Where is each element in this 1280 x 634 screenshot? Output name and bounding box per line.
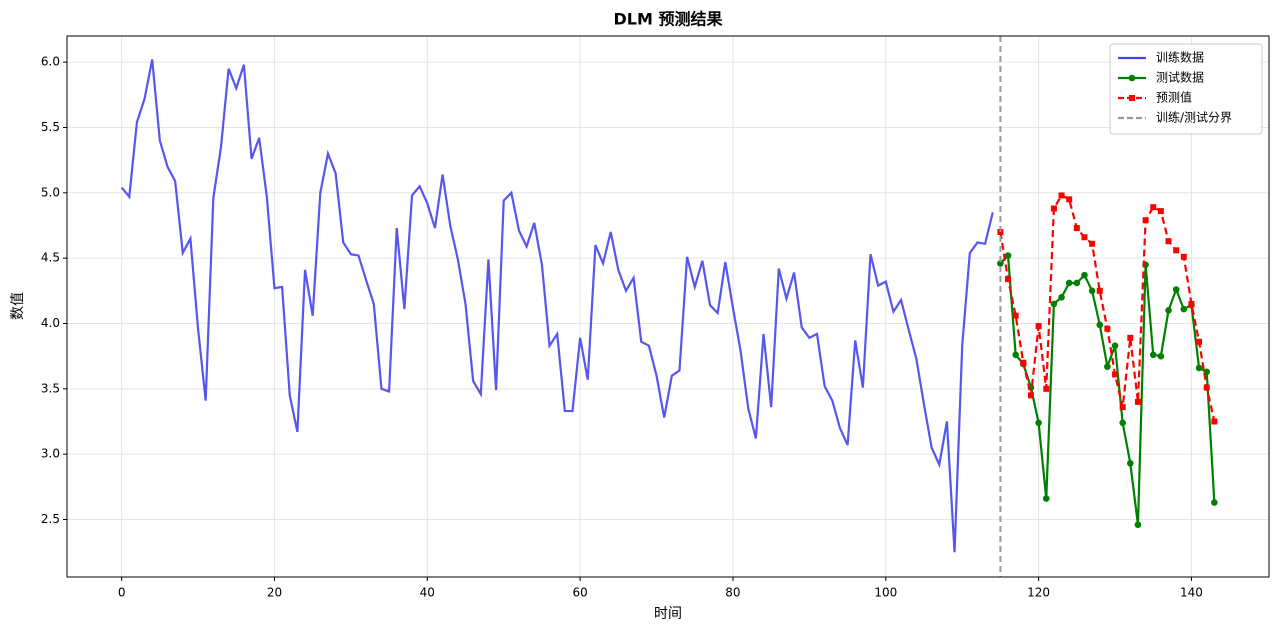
data-point: [1157, 208, 1164, 215]
y-tick-label: 6.0: [41, 55, 60, 69]
data-point: [997, 229, 1004, 236]
data-point: [1035, 323, 1042, 330]
data-point: [1127, 460, 1134, 467]
data-point: [1020, 359, 1027, 366]
data-point: [1005, 276, 1012, 283]
data-point: [1066, 196, 1073, 203]
data-point: [997, 260, 1004, 267]
data-point: [1165, 238, 1172, 245]
data-point: [1004, 252, 1012, 259]
data-point: [1096, 321, 1104, 329]
data-point: [1035, 419, 1042, 427]
data-point: [1195, 364, 1203, 372]
data-point: [1081, 271, 1088, 279]
data-point: [1165, 307, 1172, 314]
data-point: [1111, 342, 1119, 350]
data-point: [1203, 384, 1210, 391]
data-point: [1081, 234, 1088, 241]
data-point: [1188, 300, 1195, 307]
data-point: [1065, 279, 1073, 287]
data-point: [1142, 217, 1149, 224]
y-tick-label: 2.5: [41, 512, 60, 526]
data-point: [1088, 287, 1096, 295]
data-point: [1180, 253, 1187, 260]
legend-box: [1109, 43, 1263, 135]
data-point: [1012, 351, 1019, 359]
y-tick-label: 5.5: [41, 120, 60, 134]
data-point: [1172, 286, 1180, 293]
data-point: [1073, 279, 1081, 287]
x-tick-label: 40: [420, 586, 435, 600]
data-point: [1150, 204, 1157, 211]
data-point: [1027, 392, 1034, 399]
data-point: [1134, 521, 1142, 529]
x-tick-label: 0: [118, 586, 126, 600]
data-point: [1050, 300, 1058, 308]
y-axis-label: 数值: [10, 292, 26, 320]
data-point: [1012, 312, 1019, 319]
legend-marker: [1128, 74, 1136, 82]
data-point: [1134, 398, 1141, 405]
data-point: [1073, 225, 1080, 232]
legend-label: 测试数据: [1156, 70, 1204, 85]
data-point: [1112, 371, 1119, 378]
legend-label: 预测值: [1156, 90, 1192, 105]
x-tick-label: 120: [1027, 586, 1050, 600]
legend-label: 训练/测试分界: [1156, 110, 1232, 125]
y-tick-label: 3.5: [41, 381, 60, 395]
series-line: [120, 59, 994, 553]
data-point: [1196, 338, 1203, 345]
x-tick-label: 80: [725, 586, 740, 600]
data-point: [1119, 404, 1126, 411]
x-tick-label: 20: [267, 586, 282, 600]
data-point: [1089, 240, 1096, 247]
x-axis-label: 时间: [654, 606, 682, 622]
y-tick-label: 3.0: [41, 447, 60, 461]
data-point: [1043, 385, 1050, 392]
data-point: [1058, 192, 1065, 199]
chart-title: DLM 预测结果: [614, 10, 723, 29]
y-tick-label: 4.0: [41, 316, 60, 330]
data-point: [1157, 352, 1165, 360]
data-point: [1211, 499, 1218, 506]
data-point: [1119, 419, 1126, 427]
data-point: [1096, 287, 1103, 294]
plot-frame: [66, 35, 1270, 578]
x-tick-label: 100: [874, 586, 897, 600]
data-point: [1211, 418, 1218, 425]
data-point: [1104, 363, 1111, 370]
y-tick-label: 5.0: [41, 185, 60, 199]
x-tick-label: 140: [1180, 586, 1203, 600]
y-tick-label: 4.5: [41, 251, 60, 265]
x-tick-label: 60: [572, 586, 587, 600]
data-point: [1104, 325, 1111, 332]
data-point: [1127, 334, 1134, 341]
data-point: [1180, 305, 1188, 313]
legend-marker: [1129, 95, 1135, 101]
data-point: [1149, 351, 1157, 359]
data-point: [1050, 205, 1057, 212]
data-point: [1173, 247, 1180, 254]
data-point: [1042, 495, 1050, 502]
legend-label: 训练数据: [1156, 50, 1204, 65]
data-point: [1058, 294, 1065, 301]
